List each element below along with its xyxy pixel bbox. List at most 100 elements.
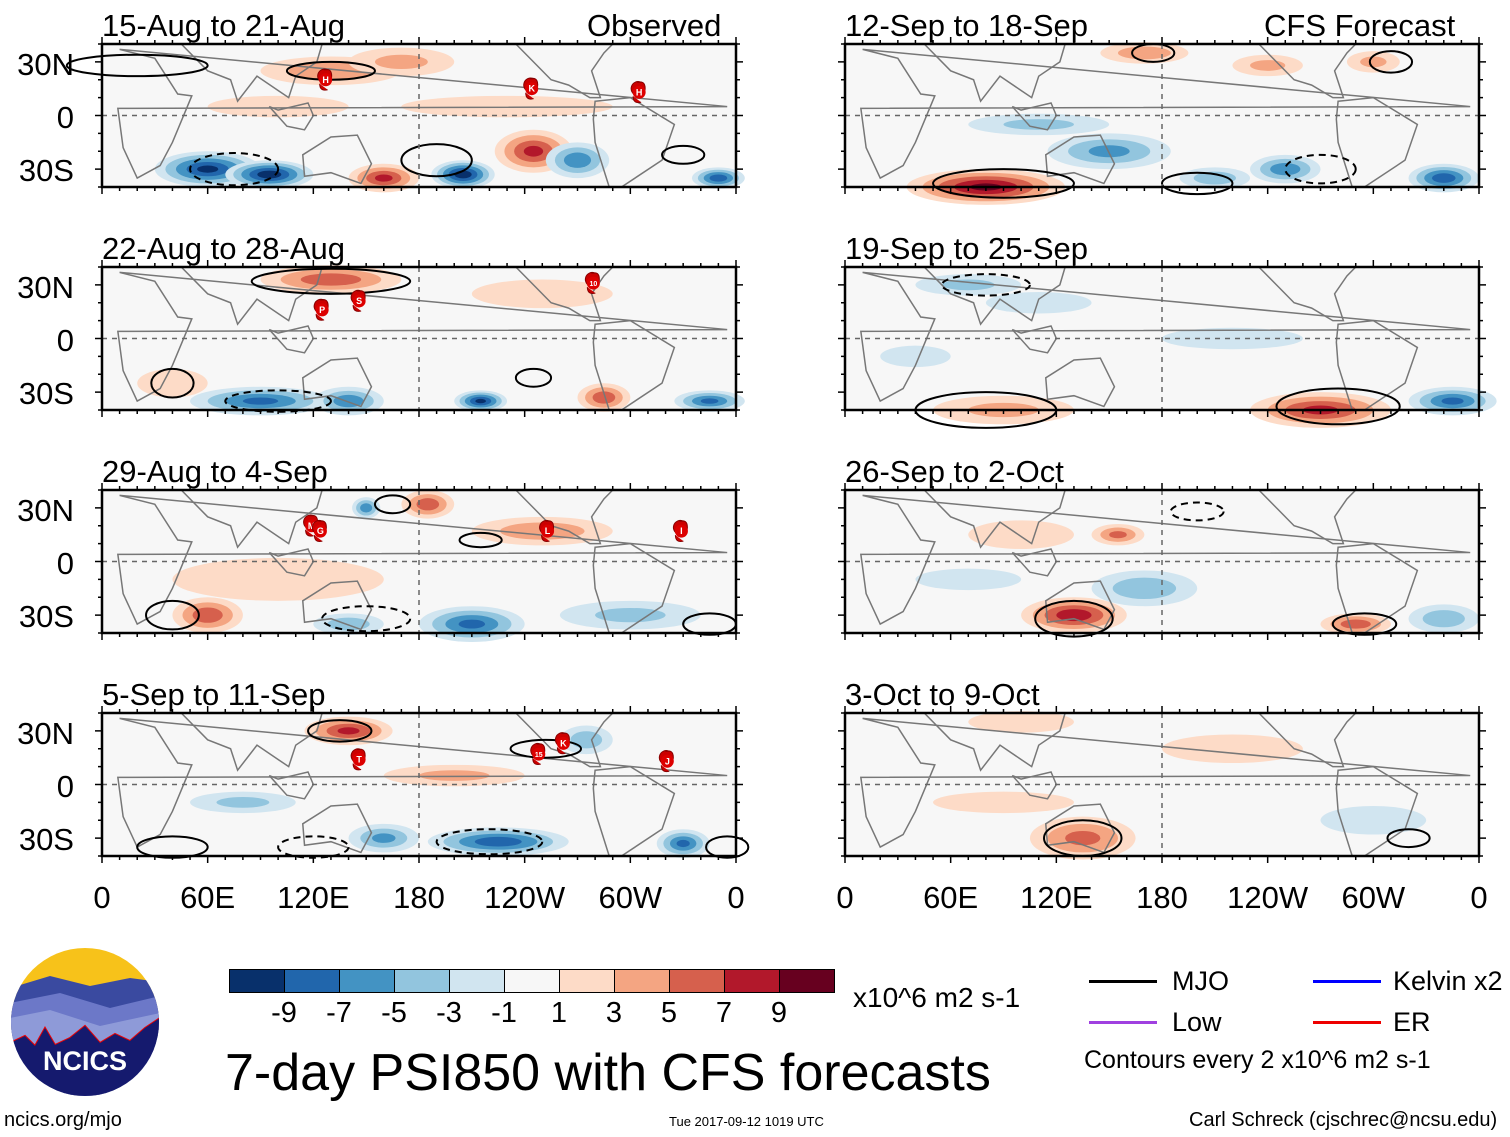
y-tick-label: 0 — [56, 769, 74, 804]
anomaly-contour-fill — [1065, 830, 1101, 846]
anomaly-contour-fill — [985, 292, 1092, 314]
storm-marker: K — [523, 77, 539, 100]
legend-line-er — [1313, 1021, 1381, 1024]
anomaly-contour-fill — [523, 145, 544, 157]
y-tick-label: 30S — [18, 153, 74, 188]
anomaly-contour-fill — [172, 557, 384, 601]
coastline — [179, 489, 324, 549]
mjo-contour-negative — [1169, 501, 1225, 522]
coastline — [514, 489, 615, 545]
anomaly-contour-fill — [1088, 145, 1130, 158]
forecast-label: CFS Forecast — [1264, 8, 1456, 43]
coastline — [1257, 712, 1358, 768]
anomaly-contour-fill — [1112, 577, 1177, 600]
storm-marker: H — [630, 81, 646, 104]
anomaly-contour-fill — [416, 498, 440, 511]
footer-url[interactable]: ncics.org/mjo — [4, 1109, 122, 1131]
anomaly-contour-fill — [595, 607, 666, 623]
colorbar-swatch — [615, 970, 670, 992]
mjo-contour-negative — [224, 389, 332, 413]
contour-note: Contours every 2 x10^6 m2 s-1 — [1084, 1046, 1431, 1074]
colorbar-tick-label: 9 — [770, 997, 788, 1029]
anomaly-contour-fill — [676, 839, 690, 848]
y-tick-label: 30N — [17, 47, 74, 82]
mjo-contour-positive — [307, 719, 373, 743]
panel-title: 3-Oct to 9-Oct — [845, 677, 1040, 712]
mjo-contour-positive — [145, 599, 200, 631]
coastline — [116, 717, 728, 849]
colorbar-swatch — [505, 970, 560, 992]
anomaly-contour-fill — [242, 397, 279, 405]
anomaly-contour-fill — [570, 731, 603, 749]
y-tick-label: 30S — [18, 376, 74, 411]
storm-marker: T — [350, 748, 366, 771]
anomaly-contour-fill — [700, 398, 719, 404]
anomaly-contour-fill — [337, 727, 360, 735]
mjo-contour-positive — [150, 367, 195, 399]
anomaly-contour-fill — [1193, 171, 1236, 185]
anomaly-contour-fill — [372, 833, 396, 843]
storm-label: 15 — [535, 752, 543, 759]
logo-text: NCICS — [43, 1046, 127, 1076]
colorbar-tick-label: -9 — [271, 997, 297, 1029]
x-tick-label: 0 — [93, 880, 111, 915]
coastline — [1257, 43, 1358, 99]
y-tick-label: 30N — [17, 493, 74, 528]
storm-marker: G — [311, 520, 327, 542]
storm-marker: P — [313, 298, 329, 321]
mjo-contour-positive — [400, 143, 473, 178]
coastline — [179, 712, 324, 772]
x-tick-label: 120E — [1020, 880, 1093, 915]
anomaly-field — [154, 47, 745, 193]
anomaly-contour-fill — [941, 279, 995, 291]
anomaly-contour-fill — [216, 797, 270, 808]
mjo-contour-positive — [705, 835, 750, 859]
anomaly-contour-fill — [1441, 397, 1464, 405]
map-panel: H K H — [65, 37, 745, 194]
y-tick-label: 0 — [56, 323, 74, 358]
coastline — [859, 494, 1471, 626]
anomaly-contour-fill — [207, 95, 349, 118]
coastline — [116, 494, 728, 626]
figure-title: 7-day PSI850 with CFS forecasts — [225, 1044, 991, 1102]
storm-marker: 10 — [584, 271, 600, 294]
storm-marker: I — [672, 520, 688, 542]
map-panel: P S 10 — [95, 260, 745, 417]
mjo-contour-positive — [509, 738, 583, 759]
anomaly-contour-fill — [563, 152, 592, 168]
anomaly-contour-fill — [933, 791, 1074, 814]
mjo-contour-positive — [661, 144, 706, 165]
legend-mjo: MJO — [1172, 966, 1229, 996]
storm-label: T — [356, 754, 362, 764]
panel-title: 26-Sep to 2-Oct — [845, 454, 1064, 489]
coastline — [514, 266, 615, 322]
y-tick-label: 30N — [17, 716, 74, 751]
storm-label: H — [322, 75, 329, 85]
anomaly-contour-fill — [1162, 327, 1303, 350]
anomaly-contour-fill — [968, 520, 1074, 549]
colorbar-swatch — [780, 970, 834, 992]
y-tick-label: 30S — [18, 599, 74, 634]
observed-label: Observed — [587, 8, 722, 43]
mjo-contour-negative — [940, 273, 1031, 297]
mjo-contour-positive — [458, 531, 503, 549]
anomaly-contour-fill — [360, 503, 373, 513]
ncics-logo: NCICS — [11, 948, 159, 1096]
storm-marker: L — [539, 520, 555, 542]
colorbar-swatch — [395, 970, 450, 992]
coastline — [922, 712, 1067, 772]
anomaly-contour-fill — [300, 273, 362, 286]
mjo-contour-positive — [65, 53, 209, 78]
panel-title: 5-Sep to 11-Sep — [102, 677, 326, 712]
x-tick-label: 180 — [393, 880, 445, 915]
coastline — [179, 43, 324, 103]
anomaly-contour-fill — [592, 391, 616, 404]
colorbar-swatch — [230, 970, 285, 992]
map-panel — [838, 37, 1486, 205]
coastline — [301, 803, 373, 854]
coastline — [859, 271, 1471, 403]
storm-label: H — [636, 87, 643, 97]
x-tick-label: 120W — [484, 880, 566, 915]
x-tick-label: 120W — [1227, 880, 1309, 915]
anomaly-contour-fill — [419, 770, 490, 781]
